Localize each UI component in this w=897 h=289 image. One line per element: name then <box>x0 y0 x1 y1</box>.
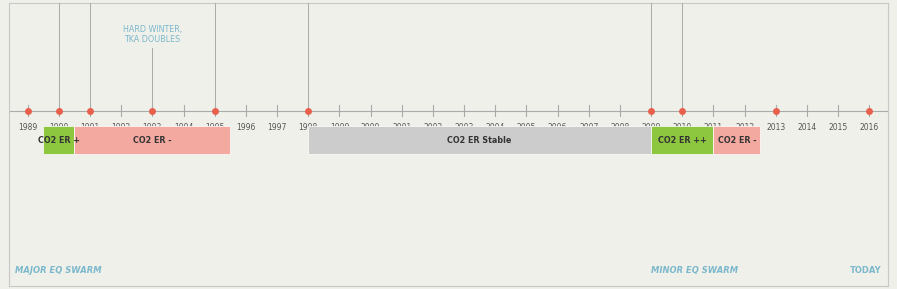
Text: CO2 ER -: CO2 ER - <box>718 136 756 145</box>
Text: 1995: 1995 <box>205 123 224 132</box>
Text: 1998: 1998 <box>299 123 318 132</box>
Text: 1991: 1991 <box>81 123 100 132</box>
Bar <box>713 126 761 154</box>
Text: 2001: 2001 <box>392 123 412 132</box>
Text: CO2 ER ++: CO2 ER ++ <box>658 136 707 145</box>
Text: CO2 ER -: CO2 ER - <box>133 136 171 145</box>
Text: 1994: 1994 <box>174 123 193 132</box>
Text: 2013: 2013 <box>766 123 786 132</box>
Text: 2011: 2011 <box>704 123 723 132</box>
Text: 1990: 1990 <box>49 123 68 132</box>
Text: 2010: 2010 <box>673 123 692 132</box>
Text: 2002: 2002 <box>423 123 442 132</box>
Text: MAJOR EQ SWARM: MAJOR EQ SWARM <box>15 266 102 275</box>
Text: HARD WINTER,
TKA DOUBLES: HARD WINTER, TKA DOUBLES <box>123 25 182 44</box>
Text: 2007: 2007 <box>579 123 598 132</box>
Text: 1997: 1997 <box>267 123 287 132</box>
Text: 1999: 1999 <box>330 123 349 132</box>
Text: 2006: 2006 <box>548 123 567 132</box>
Bar <box>651 126 713 154</box>
Text: 1989: 1989 <box>18 123 38 132</box>
Text: 2005: 2005 <box>517 123 536 132</box>
Text: CO2 ER Stable: CO2 ER Stable <box>448 136 512 145</box>
Text: 2000: 2000 <box>361 123 380 132</box>
Text: 2012: 2012 <box>735 123 754 132</box>
Text: 2014: 2014 <box>797 123 816 132</box>
Text: 1996: 1996 <box>236 123 256 132</box>
Bar <box>43 126 74 154</box>
Text: TODAY: TODAY <box>850 266 882 275</box>
Text: CO2 ER +: CO2 ER + <box>38 136 80 145</box>
Text: MINOR EQ SWARM: MINOR EQ SWARM <box>651 266 738 275</box>
Bar <box>74 126 231 154</box>
Text: 2015: 2015 <box>829 123 848 132</box>
Text: 2003: 2003 <box>455 123 474 132</box>
Bar <box>309 126 651 154</box>
Text: 2004: 2004 <box>485 123 505 132</box>
Text: 2016: 2016 <box>859 123 879 132</box>
Text: 1992: 1992 <box>111 123 131 132</box>
Text: 1993: 1993 <box>143 123 162 132</box>
Text: 2009: 2009 <box>641 123 661 132</box>
Text: 2008: 2008 <box>610 123 630 132</box>
